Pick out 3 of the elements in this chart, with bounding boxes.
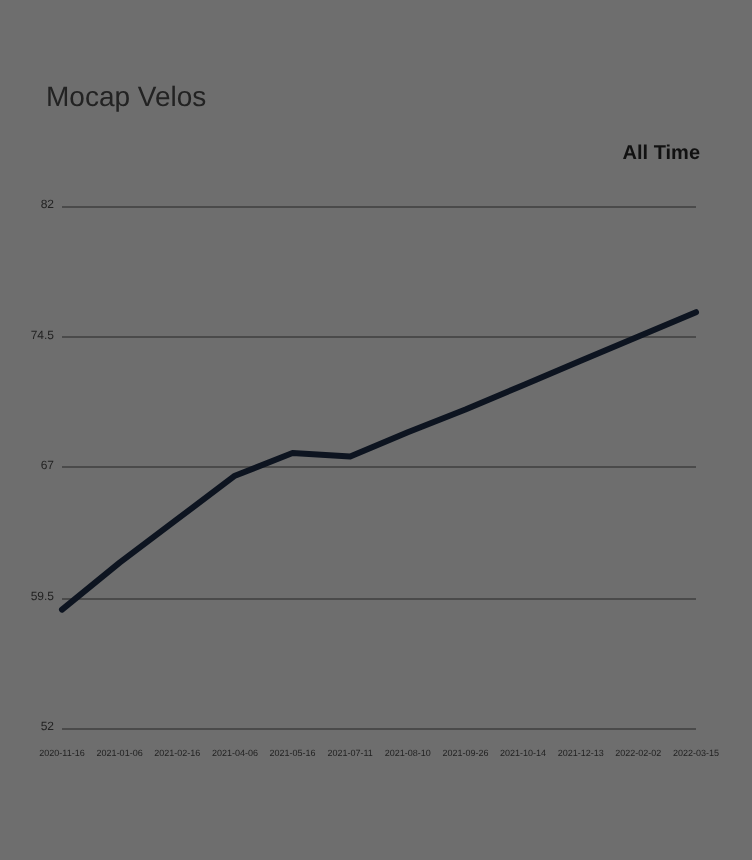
line-series xyxy=(59,309,699,613)
chart-title: Mocap Velos xyxy=(46,80,207,112)
text: All Time xyxy=(622,143,701,165)
